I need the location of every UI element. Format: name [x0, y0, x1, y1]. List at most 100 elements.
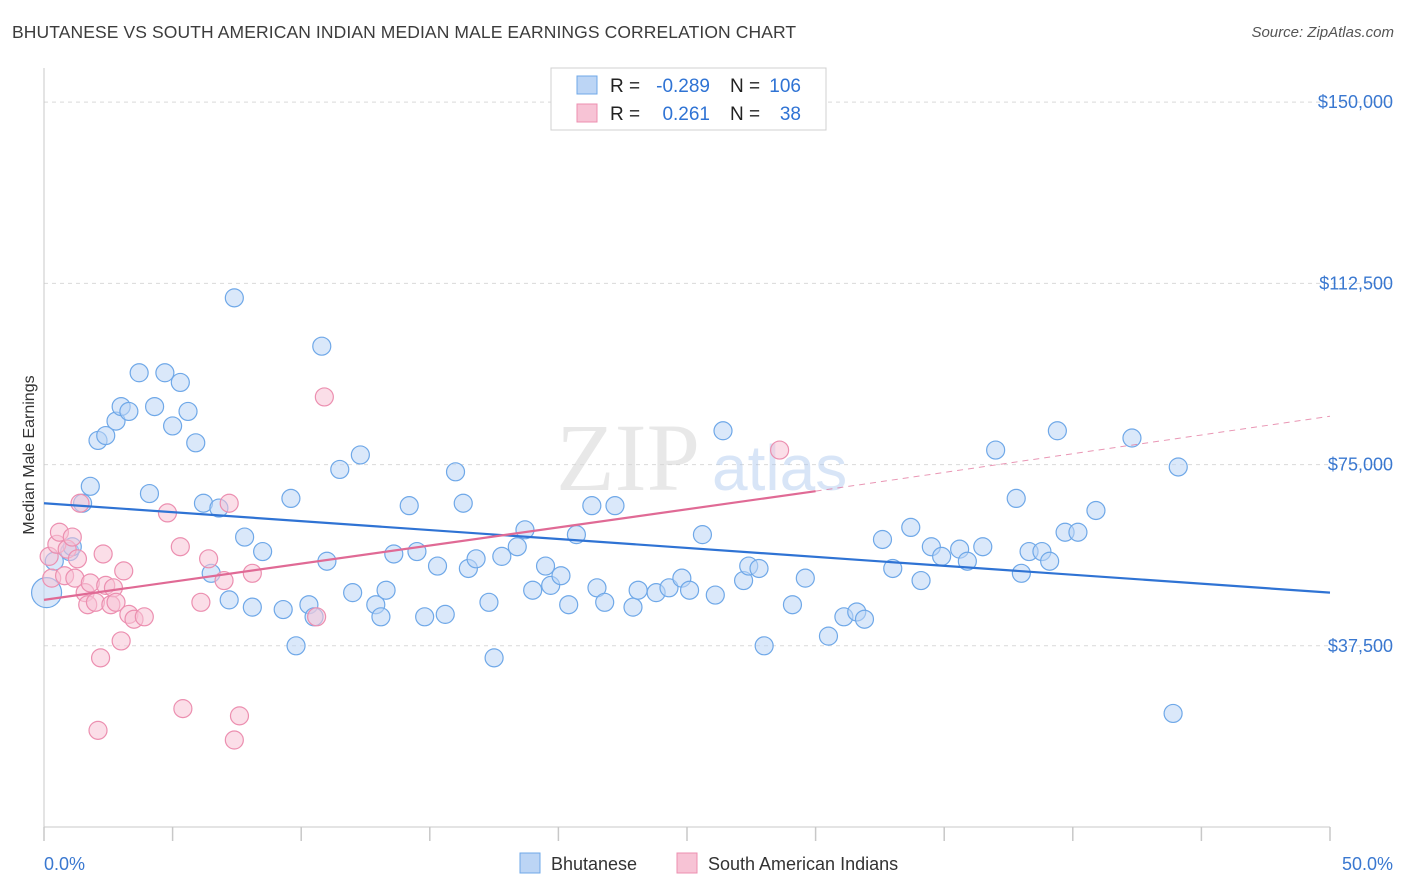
bhutanese-point [1011, 563, 1031, 583]
bhutanese-point [659, 578, 679, 598]
stats-n-label-1: N = [730, 76, 760, 97]
bhutanese-point [818, 626, 839, 646]
bhutanese-point [129, 363, 149, 383]
bhutanese-point [986, 440, 1006, 460]
bhutanese-point [466, 549, 486, 569]
bhutanese-point [427, 556, 448, 576]
trend-lines [43, 415, 1331, 601]
bhutanese-point [705, 585, 725, 605]
bhutanese-point [399, 496, 419, 516]
legend-swatch-south-american-indians [676, 852, 698, 874]
bhutanese-point [1122, 428, 1142, 448]
south-american-indian-point [224, 730, 244, 750]
south-american-indian-point [114, 561, 134, 581]
stats-legend: R = -0.289 N = 106 R = 0.261 N = 38 [550, 67, 827, 131]
x-tick-label: 0.0% [44, 854, 85, 874]
bhutanese-point [1163, 703, 1183, 724]
watermark-zip: ZIP [556, 404, 700, 511]
y-tick-label: $112,500 [1319, 273, 1393, 293]
bhutanese-point [535, 556, 556, 576]
south-american-indian-trend-line [43, 490, 816, 601]
bhutanese-point [911, 570, 931, 591]
stats-n-value-1: 106 [769, 76, 801, 97]
y-axis-label: Median Male Earnings [21, 375, 38, 534]
y-tick-label: $37,500 [1328, 636, 1393, 656]
bhutanese-point [883, 558, 903, 579]
legend-label-south-american-indians: South American Indians [708, 854, 898, 874]
legend-label-bhutanese: Bhutanese [551, 854, 637, 874]
bhutanese-point [1006, 488, 1026, 509]
x-tick-label: 50.0% [1342, 854, 1393, 874]
bhutanese-point [973, 537, 993, 557]
bhutanese-point [692, 525, 713, 545]
series-legend: Bhutanese South American Indians [519, 852, 898, 874]
bhutanese-point [445, 462, 466, 482]
bhutanese-point [376, 580, 396, 600]
bhutanese-point [312, 336, 332, 356]
bhutanese-point [96, 425, 116, 446]
bhutanese-point [170, 372, 190, 393]
bhutanese-point [559, 595, 579, 615]
bhutanese-point [384, 544, 404, 564]
bhutanese-point [628, 580, 648, 600]
bhutanese-point [242, 597, 262, 617]
stats-n-value-2: 38 [780, 104, 801, 125]
stats-r-value-1: -0.289 [656, 76, 710, 97]
stats-r-label-2: R = [610, 104, 640, 125]
bhutanese-point [479, 592, 499, 612]
bhutanese-point [582, 496, 602, 516]
bhutanese-point [415, 607, 435, 627]
bhutanese-point [507, 537, 527, 557]
bhutanese-point [749, 558, 769, 579]
stats-n-label-2: N = [730, 104, 760, 125]
bhutanese-point [186, 433, 206, 453]
south-american-indian-point [67, 549, 88, 569]
south-american-indian-point [199, 549, 219, 569]
bhutanese-point [605, 496, 625, 516]
bhutanese-point [1040, 551, 1060, 571]
south-american-indian-point [769, 440, 790, 460]
bhutanese-point [350, 445, 370, 465]
stats-r-label-1: R = [610, 76, 640, 97]
south-american-indian-point [88, 720, 108, 740]
bhutanese-point [139, 483, 160, 504]
bhutanese-point [407, 541, 427, 562]
south-american-indian-point [229, 706, 250, 726]
bhutanese-point [219, 590, 239, 610]
bhutanese-point [119, 401, 139, 422]
south-american-indian-point [314, 387, 334, 407]
bhutanese-point [551, 566, 571, 586]
bhutanese-point [854, 609, 875, 629]
bhutanese-point [286, 636, 306, 656]
y-tick-label: $75,000 [1328, 455, 1393, 475]
bhutanese-point [80, 476, 100, 496]
bhutanese-point [343, 583, 363, 603]
bhutanese-point [595, 592, 615, 612]
south-american-indian-point [62, 527, 82, 547]
south-american-indian-point [242, 563, 262, 583]
south-american-indian-point [170, 537, 190, 557]
bhutanese-point [901, 517, 921, 538]
bhutanese-point [1168, 457, 1188, 477]
chart-title: BHUTANESE VS SOUTH AMERICAN INDIAN MEDIA… [12, 22, 797, 42]
bhutanese-point [523, 580, 543, 600]
bhutanese-point [281, 488, 301, 509]
bhutanese-point [484, 648, 504, 668]
bhutanese-point [492, 546, 512, 566]
bhutanese-point [235, 527, 255, 547]
south-american-indian-point [219, 493, 239, 513]
south-american-indian-point [173, 699, 193, 719]
bhutanese-point [144, 396, 165, 417]
bhutanese-point [224, 288, 244, 308]
bhutanese-point [453, 493, 473, 513]
south-american-indian-point [307, 607, 327, 627]
south-american-indian-point [106, 592, 126, 612]
bhutanese-point [754, 636, 774, 656]
tick-labels: $37,500 $75,000 $112,500 $150,000 0.0% 50.0% [44, 92, 1393, 874]
south-american-indian-point [70, 493, 90, 513]
bhutanese-point [178, 401, 198, 422]
bhutanese-point [1068, 522, 1088, 542]
stats-r-value-2: 0.261 [662, 104, 710, 125]
south-american-indian-trend-extension [815, 415, 1331, 492]
